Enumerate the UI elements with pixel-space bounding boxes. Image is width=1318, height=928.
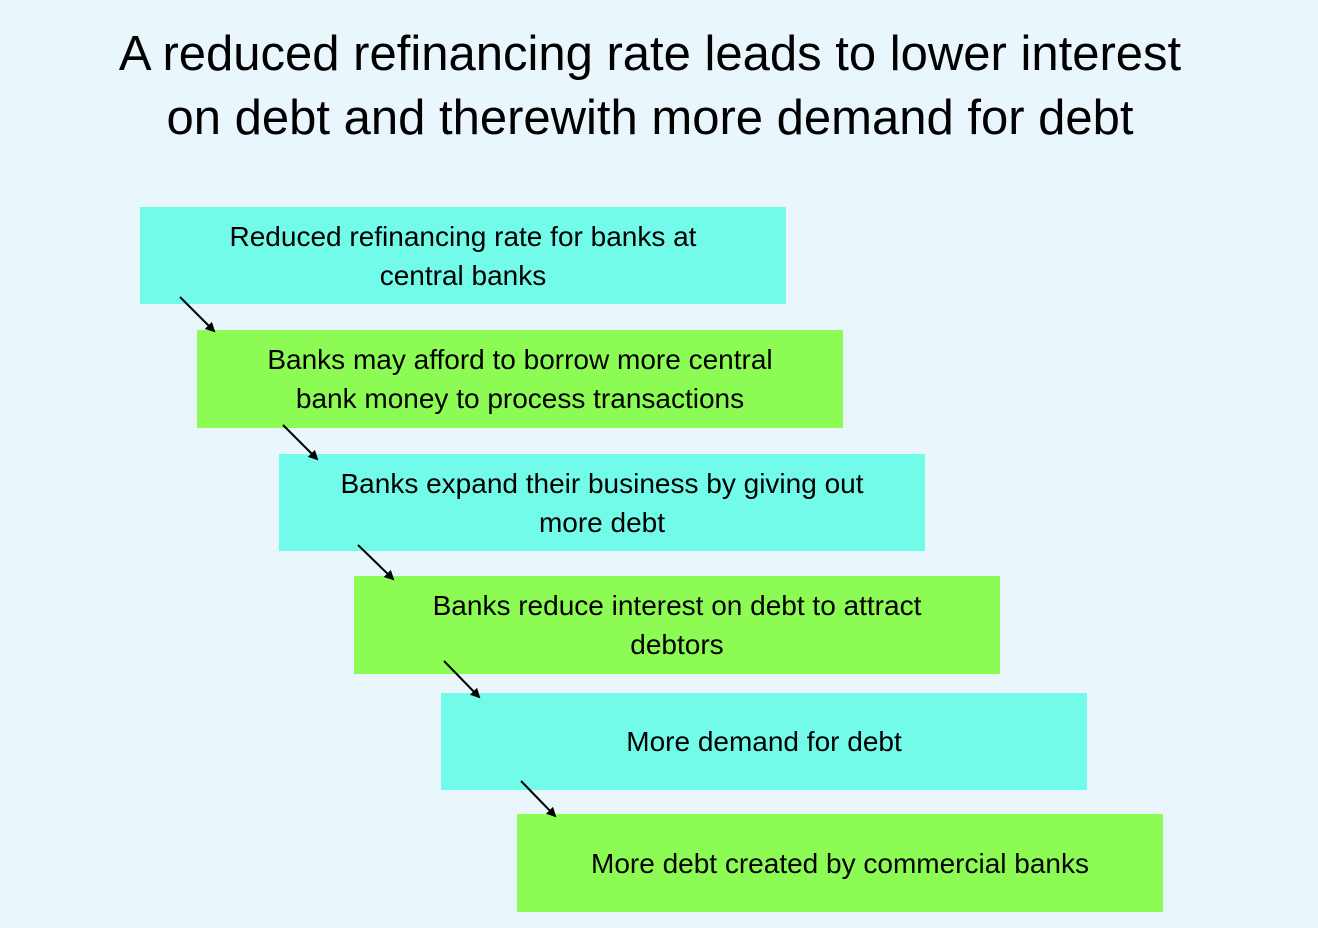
diagram-title: A reduced refinancing rate leads to lowe…	[118, 27, 1182, 145]
step-box-3: Banks expand their business by giving ou…	[279, 454, 925, 551]
step-label-2: Banks may afford to borrow more central …	[267, 344, 773, 414]
step-label-4: Banks reduce interest on debt to attract…	[432, 590, 922, 660]
step-box-5: More demand for debt	[441, 693, 1087, 790]
step-label-6: More debt created by commercial banks	[591, 847, 1089, 879]
step-box-1: Reduced refinancing rate for banks at ce…	[140, 207, 786, 304]
step-box-6: More debt created by commercial banks	[517, 814, 1163, 912]
step-label-3: Banks expand their business by giving ou…	[340, 467, 864, 538]
step-box-2: Banks may afford to borrow more central …	[197, 330, 843, 428]
step-label-5: More demand for debt	[626, 726, 902, 757]
step-label-1: Reduced refinancing rate for banks at ce…	[229, 220, 697, 291]
step-box-4: Banks reduce interest on debt to attract…	[354, 576, 1000, 674]
